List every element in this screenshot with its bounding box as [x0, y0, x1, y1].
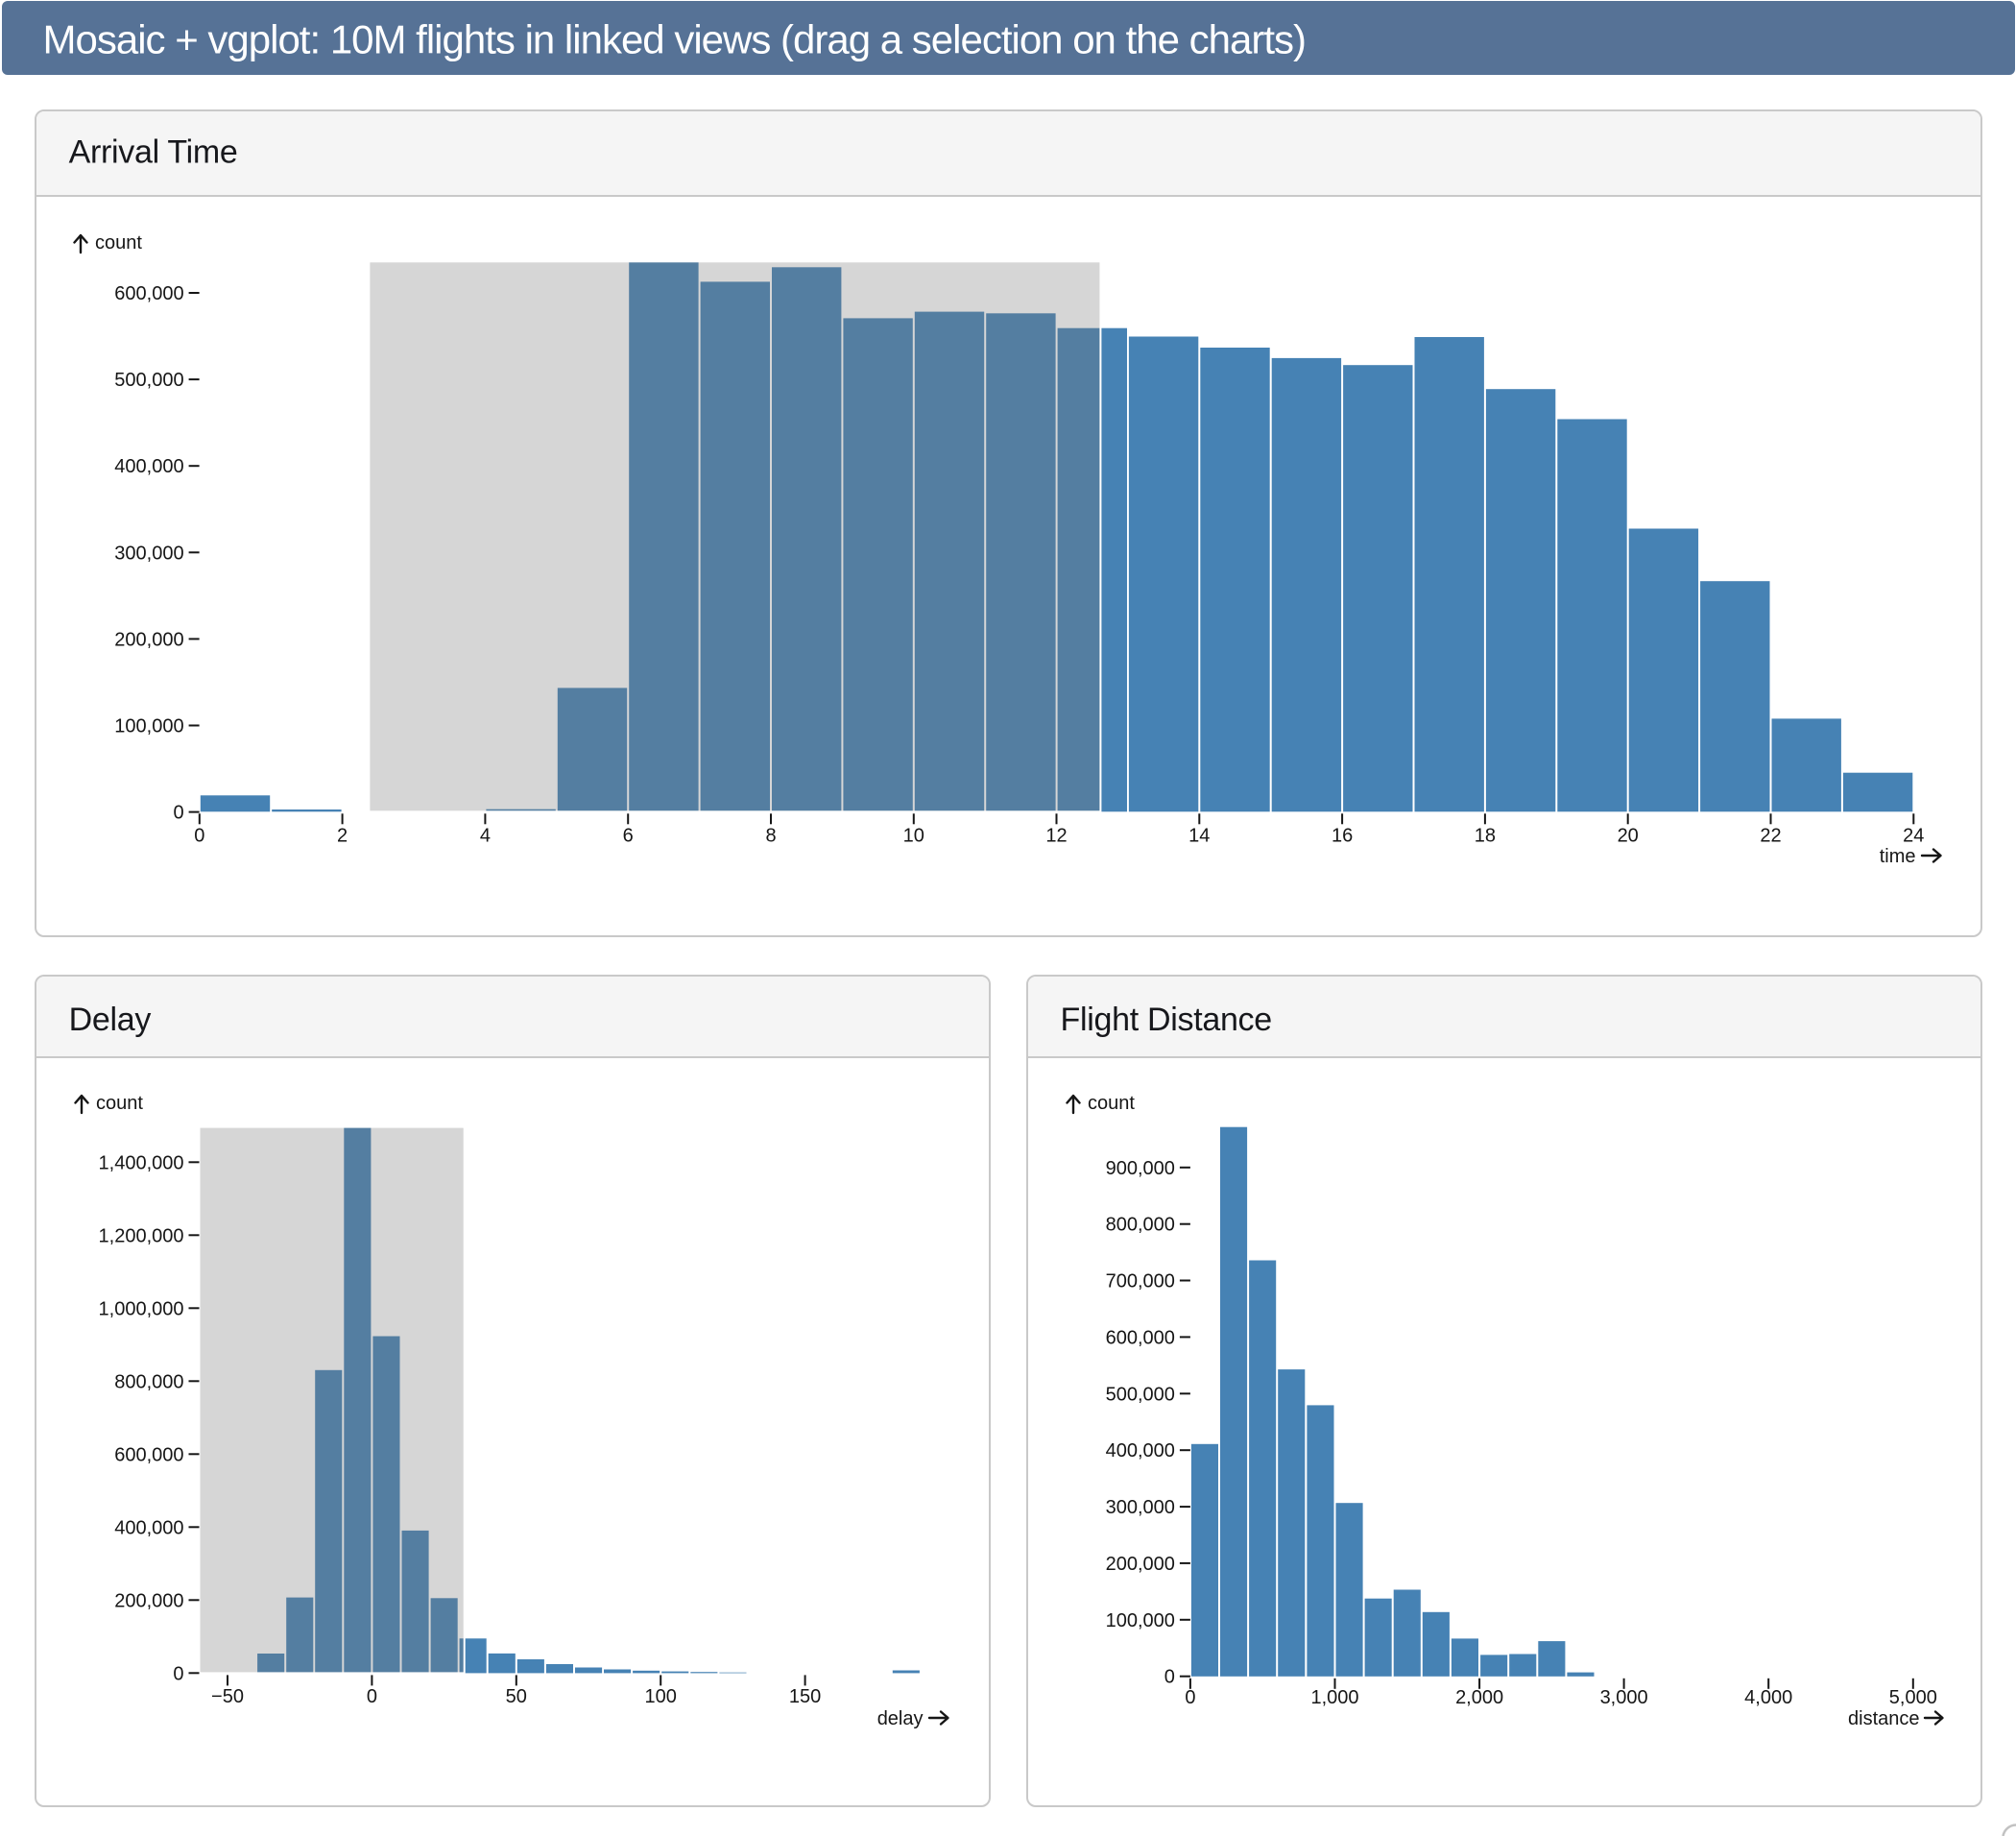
svg-text:300,000: 300,000: [1106, 1497, 1175, 1518]
svg-text:800,000: 800,000: [1106, 1215, 1175, 1236]
svg-text:0: 0: [1185, 1687, 1195, 1708]
svg-text:500,000: 500,000: [1106, 1384, 1175, 1405]
svg-text:0: 0: [173, 803, 183, 824]
svg-text:24: 24: [1903, 826, 1924, 847]
svg-text:delay: delay: [877, 1708, 924, 1729]
svg-text:6: 6: [623, 826, 634, 847]
svg-text:count: count: [96, 1093, 143, 1114]
svg-text:3,000: 3,000: [1600, 1687, 1648, 1708]
svg-text:14: 14: [1188, 826, 1210, 847]
svg-text:12: 12: [1045, 826, 1067, 847]
svg-text:Mosaic + vgplot: 10M flights i: Mosaic + vgplot: 10M flights in linked v…: [43, 16, 1307, 61]
svg-text:0: 0: [367, 1686, 377, 1707]
svg-text:2,000: 2,000: [1455, 1687, 1503, 1708]
svg-text:0: 0: [1164, 1667, 1175, 1688]
svg-text:count: count: [95, 232, 142, 254]
svg-text:0: 0: [173, 1663, 183, 1684]
svg-text:4,000: 4,000: [1744, 1687, 1792, 1708]
svg-text:800,000: 800,000: [114, 1371, 183, 1392]
svg-text:0: 0: [194, 826, 204, 847]
svg-text:600,000: 600,000: [1106, 1327, 1175, 1348]
svg-text:Delay: Delay: [69, 1002, 152, 1038]
svg-text:400,000: 400,000: [1106, 1440, 1175, 1462]
svg-text:Arrival Time: Arrival Time: [69, 133, 238, 170]
svg-text:50: 50: [506, 1686, 527, 1707]
svg-text:200,000: 200,000: [114, 1590, 183, 1611]
svg-text:2: 2: [337, 826, 348, 847]
svg-text:700,000: 700,000: [1106, 1271, 1175, 1292]
svg-text:Flight Distance: Flight Distance: [1061, 1002, 1272, 1038]
svg-text:600,000: 600,000: [114, 283, 183, 304]
svg-text:500,000: 500,000: [114, 370, 183, 391]
svg-text:400,000: 400,000: [114, 456, 183, 477]
svg-text:4: 4: [480, 826, 491, 847]
svg-text:18: 18: [1475, 826, 1496, 847]
svg-text:600,000: 600,000: [114, 1444, 183, 1465]
svg-text:1,200,000: 1,200,000: [99, 1225, 184, 1246]
svg-text:−50: −50: [211, 1686, 244, 1707]
svg-text:100,000: 100,000: [114, 716, 183, 737]
svg-text:1,000,000: 1,000,000: [99, 1298, 184, 1319]
svg-text:100: 100: [645, 1686, 677, 1707]
svg-text:distance: distance: [1848, 1708, 1920, 1729]
svg-text:100,000: 100,000: [1106, 1610, 1175, 1631]
svg-text:400,000: 400,000: [114, 1517, 183, 1538]
svg-text:900,000: 900,000: [1106, 1158, 1175, 1179]
svg-text:300,000: 300,000: [114, 543, 183, 564]
svg-text:20: 20: [1618, 826, 1639, 847]
svg-text:count: count: [1088, 1093, 1135, 1114]
svg-text:1,400,000: 1,400,000: [99, 1152, 184, 1173]
svg-text:22: 22: [1760, 826, 1781, 847]
svg-text:time: time: [1880, 846, 1916, 867]
svg-text:200,000: 200,000: [114, 629, 183, 650]
svg-text:10: 10: [903, 826, 924, 847]
svg-text:5,000: 5,000: [1889, 1687, 1937, 1708]
svg-text:16: 16: [1332, 826, 1353, 847]
svg-text:150: 150: [789, 1686, 821, 1707]
svg-text:8: 8: [765, 826, 776, 847]
svg-text:1,000: 1,000: [1310, 1687, 1358, 1708]
svg-text:200,000: 200,000: [1106, 1554, 1175, 1575]
